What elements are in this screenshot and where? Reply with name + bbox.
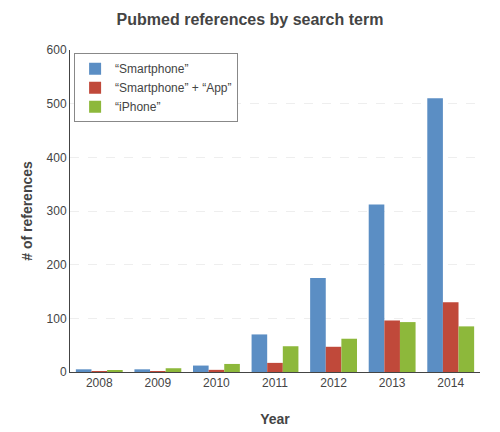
svg-text:100: 100 [47, 312, 67, 326]
svg-text:“iPhone”: “iPhone” [115, 100, 160, 114]
svg-text:2014: 2014 [437, 376, 464, 390]
svg-text:300: 300 [47, 204, 67, 218]
svg-text:“Smartphone”: “Smartphone” [115, 62, 188, 76]
svg-text:500: 500 [47, 97, 67, 111]
svg-text:2011: 2011 [262, 376, 288, 390]
svg-text:Pubmed references by search te: Pubmed references by search term [117, 11, 384, 28]
svg-text:400: 400 [47, 151, 67, 165]
svg-text:2008: 2008 [86, 376, 113, 390]
svg-text:0: 0 [60, 365, 67, 379]
svg-text:2012: 2012 [320, 376, 347, 390]
svg-text:2009: 2009 [145, 376, 172, 390]
svg-text:Year: Year [260, 411, 290, 427]
svg-text:600: 600 [47, 43, 67, 57]
svg-text:2013: 2013 [379, 376, 406, 390]
svg-text:# of references: # of references [19, 161, 35, 261]
svg-text:200: 200 [47, 258, 67, 272]
svg-text:2010: 2010 [203, 376, 230, 390]
svg-text:“Smartphone” + “App”: “Smartphone” + “App” [115, 81, 231, 95]
